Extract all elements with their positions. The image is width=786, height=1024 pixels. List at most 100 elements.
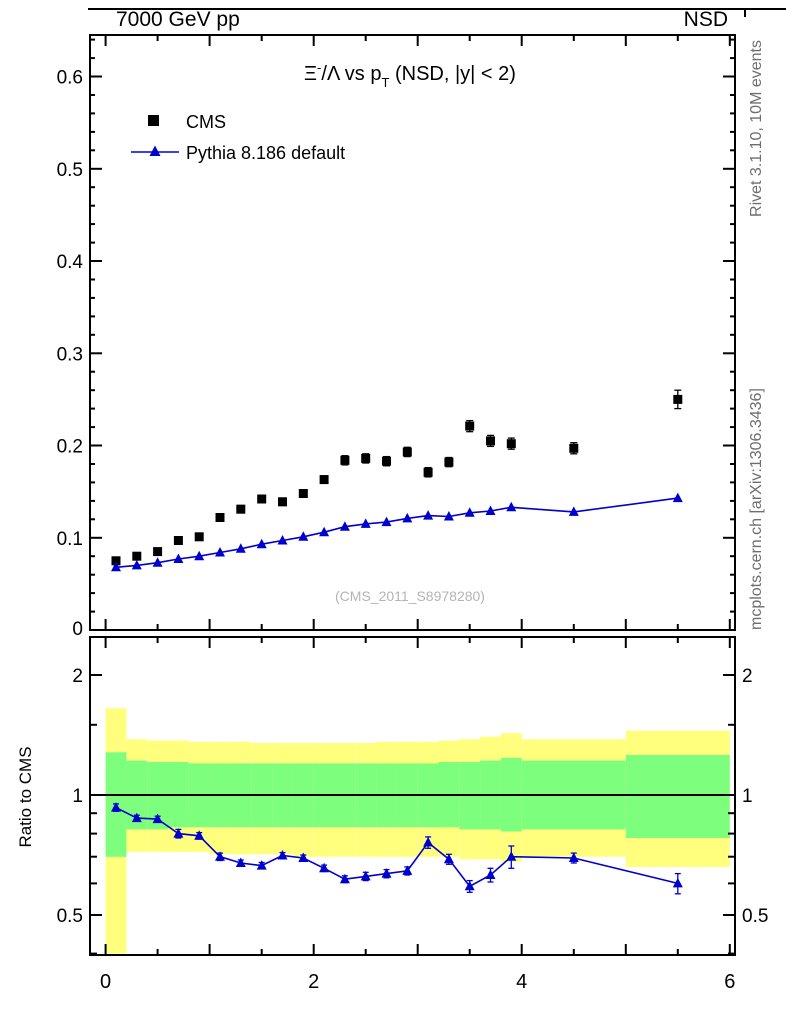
rivet-version-credit: Rivet 3.1.10, 10M events bbox=[748, 40, 765, 217]
header-right: NSD bbox=[684, 8, 728, 31]
y-axis-tick-label: 0.4 bbox=[57, 252, 84, 273]
y-axis-tick-label: 0.5 bbox=[57, 160, 83, 181]
pythia-data-point bbox=[443, 511, 454, 521]
x-axis-tick-label: 2 bbox=[308, 971, 319, 993]
cms-data-point bbox=[486, 436, 495, 446]
ratio-data-point bbox=[402, 865, 413, 875]
x-axis-tick-label: 6 bbox=[724, 971, 735, 993]
ratio-data-point bbox=[423, 837, 434, 847]
title-mid: /Λ vs p bbox=[321, 63, 381, 85]
y-axis-tick-label: 0 bbox=[72, 619, 83, 640]
cms-data-point bbox=[153, 547, 163, 557]
pythia-data-point bbox=[256, 538, 267, 549]
plot-title: Ξ-/Λ vs pT (NSD, |y| < 2) bbox=[304, 60, 516, 90]
y-axis-tick-label: 0.2 bbox=[57, 437, 83, 458]
title-superscript: - bbox=[317, 60, 321, 75]
pythia-data-point bbox=[381, 516, 392, 527]
ratio-y-axis-title: Ratio to CMS bbox=[16, 746, 35, 847]
pythia-data-point bbox=[319, 526, 330, 537]
legend-pythia-label: Pythia 8.186 default bbox=[186, 143, 345, 163]
cms-data-point bbox=[506, 439, 516, 449]
cms-data-point bbox=[278, 497, 287, 507]
ratio-data-point bbox=[485, 869, 496, 879]
cms-data-point bbox=[236, 504, 246, 514]
pythia-data-point bbox=[672, 492, 683, 503]
pythia-marker-icon bbox=[149, 145, 161, 156]
pythia-line bbox=[115, 497, 678, 569]
pythia-data-point bbox=[131, 559, 142, 570]
cms-data-point bbox=[111, 556, 121, 566]
cms-data-point bbox=[361, 453, 371, 463]
pythia-data-point bbox=[485, 505, 496, 515]
pythia-data-point bbox=[235, 543, 246, 553]
ratio-data-point bbox=[568, 852, 579, 862]
ratio-line bbox=[115, 806, 678, 888]
pythia-data-point bbox=[339, 521, 350, 531]
cms-data-point bbox=[132, 551, 142, 561]
legend: CMS Pythia 8.186 default bbox=[131, 112, 345, 163]
ratio-data-point bbox=[672, 877, 683, 888]
panel-frame bbox=[89, 34, 736, 631]
legend-cms-label: CMS bbox=[186, 112, 226, 132]
cms-data-point bbox=[673, 394, 683, 404]
cms-data-point bbox=[423, 467, 433, 477]
cms-data-point bbox=[465, 421, 475, 431]
cms-data-point bbox=[569, 443, 579, 453]
cms-data-point bbox=[340, 455, 350, 465]
pythia-data-point bbox=[215, 547, 225, 557]
y-axis-tick-label: 0.1 bbox=[57, 529, 83, 550]
ratio-data-point bbox=[256, 860, 267, 870]
cms-data-point bbox=[173, 536, 183, 545]
pythia-data-point bbox=[506, 501, 517, 512]
pythia-data-point bbox=[277, 535, 288, 545]
cms-data-point bbox=[319, 475, 329, 485]
ratio-tick-label-right: 0.5 bbox=[742, 906, 768, 927]
ratio-data-point bbox=[277, 850, 288, 860]
ratio-data-point bbox=[111, 802, 121, 812]
cms-data-point bbox=[298, 489, 308, 498]
pythia-data-point bbox=[464, 507, 475, 517]
ratio-tick-label-left: 2 bbox=[72, 666, 83, 687]
pythia-data-point bbox=[173, 553, 184, 563]
cms-data-point bbox=[257, 494, 267, 504]
title-tail: (NSD, |y| < 2) bbox=[389, 63, 516, 85]
pythia-data-point bbox=[360, 518, 371, 528]
title-xi: Ξ bbox=[304, 63, 317, 85]
y-axis-tick-label: 0.3 bbox=[57, 344, 83, 365]
ratio-data-point bbox=[506, 851, 517, 861]
cms-data-point bbox=[194, 532, 204, 542]
title-subscript: T bbox=[381, 75, 389, 90]
pythia-data-point bbox=[298, 531, 309, 541]
pythia-data-point bbox=[402, 512, 413, 523]
ratio-data-point bbox=[173, 828, 184, 838]
ratio-data-point bbox=[339, 873, 350, 884]
ratio-tick-label-left: 1 bbox=[72, 786, 83, 807]
data-series bbox=[111, 389, 683, 895]
y-axis-tick-label: 0.6 bbox=[57, 68, 83, 89]
ratio-data-point bbox=[319, 862, 330, 873]
ratio-data-point bbox=[443, 853, 454, 864]
cms-data-point bbox=[402, 447, 412, 457]
pythia-data-point bbox=[568, 506, 579, 516]
cms-data-point bbox=[382, 456, 391, 466]
green-band bbox=[625, 755, 730, 838]
axes-and-ticks: 0 2 4 6 0 0.1 0.2 0.3 0.4 0.5 0.6 0.5 0.5 1 1 2 2 bbox=[57, 8, 786, 993]
ratio-data-point bbox=[194, 830, 205, 840]
ratio-tick-label-right: 1 bbox=[742, 786, 753, 807]
uncertainty-bands bbox=[105, 708, 730, 954]
pythia-data-point bbox=[152, 557, 163, 567]
cms-data-point bbox=[215, 513, 225, 522]
ratio-data-point bbox=[152, 813, 163, 824]
cms-marker-icon bbox=[148, 115, 159, 126]
ratio-data-point bbox=[235, 857, 246, 867]
header-left: 7000 GeV pp bbox=[116, 8, 240, 31]
ratio-data-point bbox=[298, 852, 309, 862]
ratio-data-point bbox=[360, 870, 371, 881]
pythia-data-point bbox=[423, 510, 434, 520]
ratio-data-point bbox=[131, 812, 142, 823]
ratio-tick-label-left: 0.5 bbox=[57, 906, 83, 927]
x-axis-tick-label: 4 bbox=[516, 971, 527, 993]
ratio-data-point bbox=[215, 851, 225, 861]
